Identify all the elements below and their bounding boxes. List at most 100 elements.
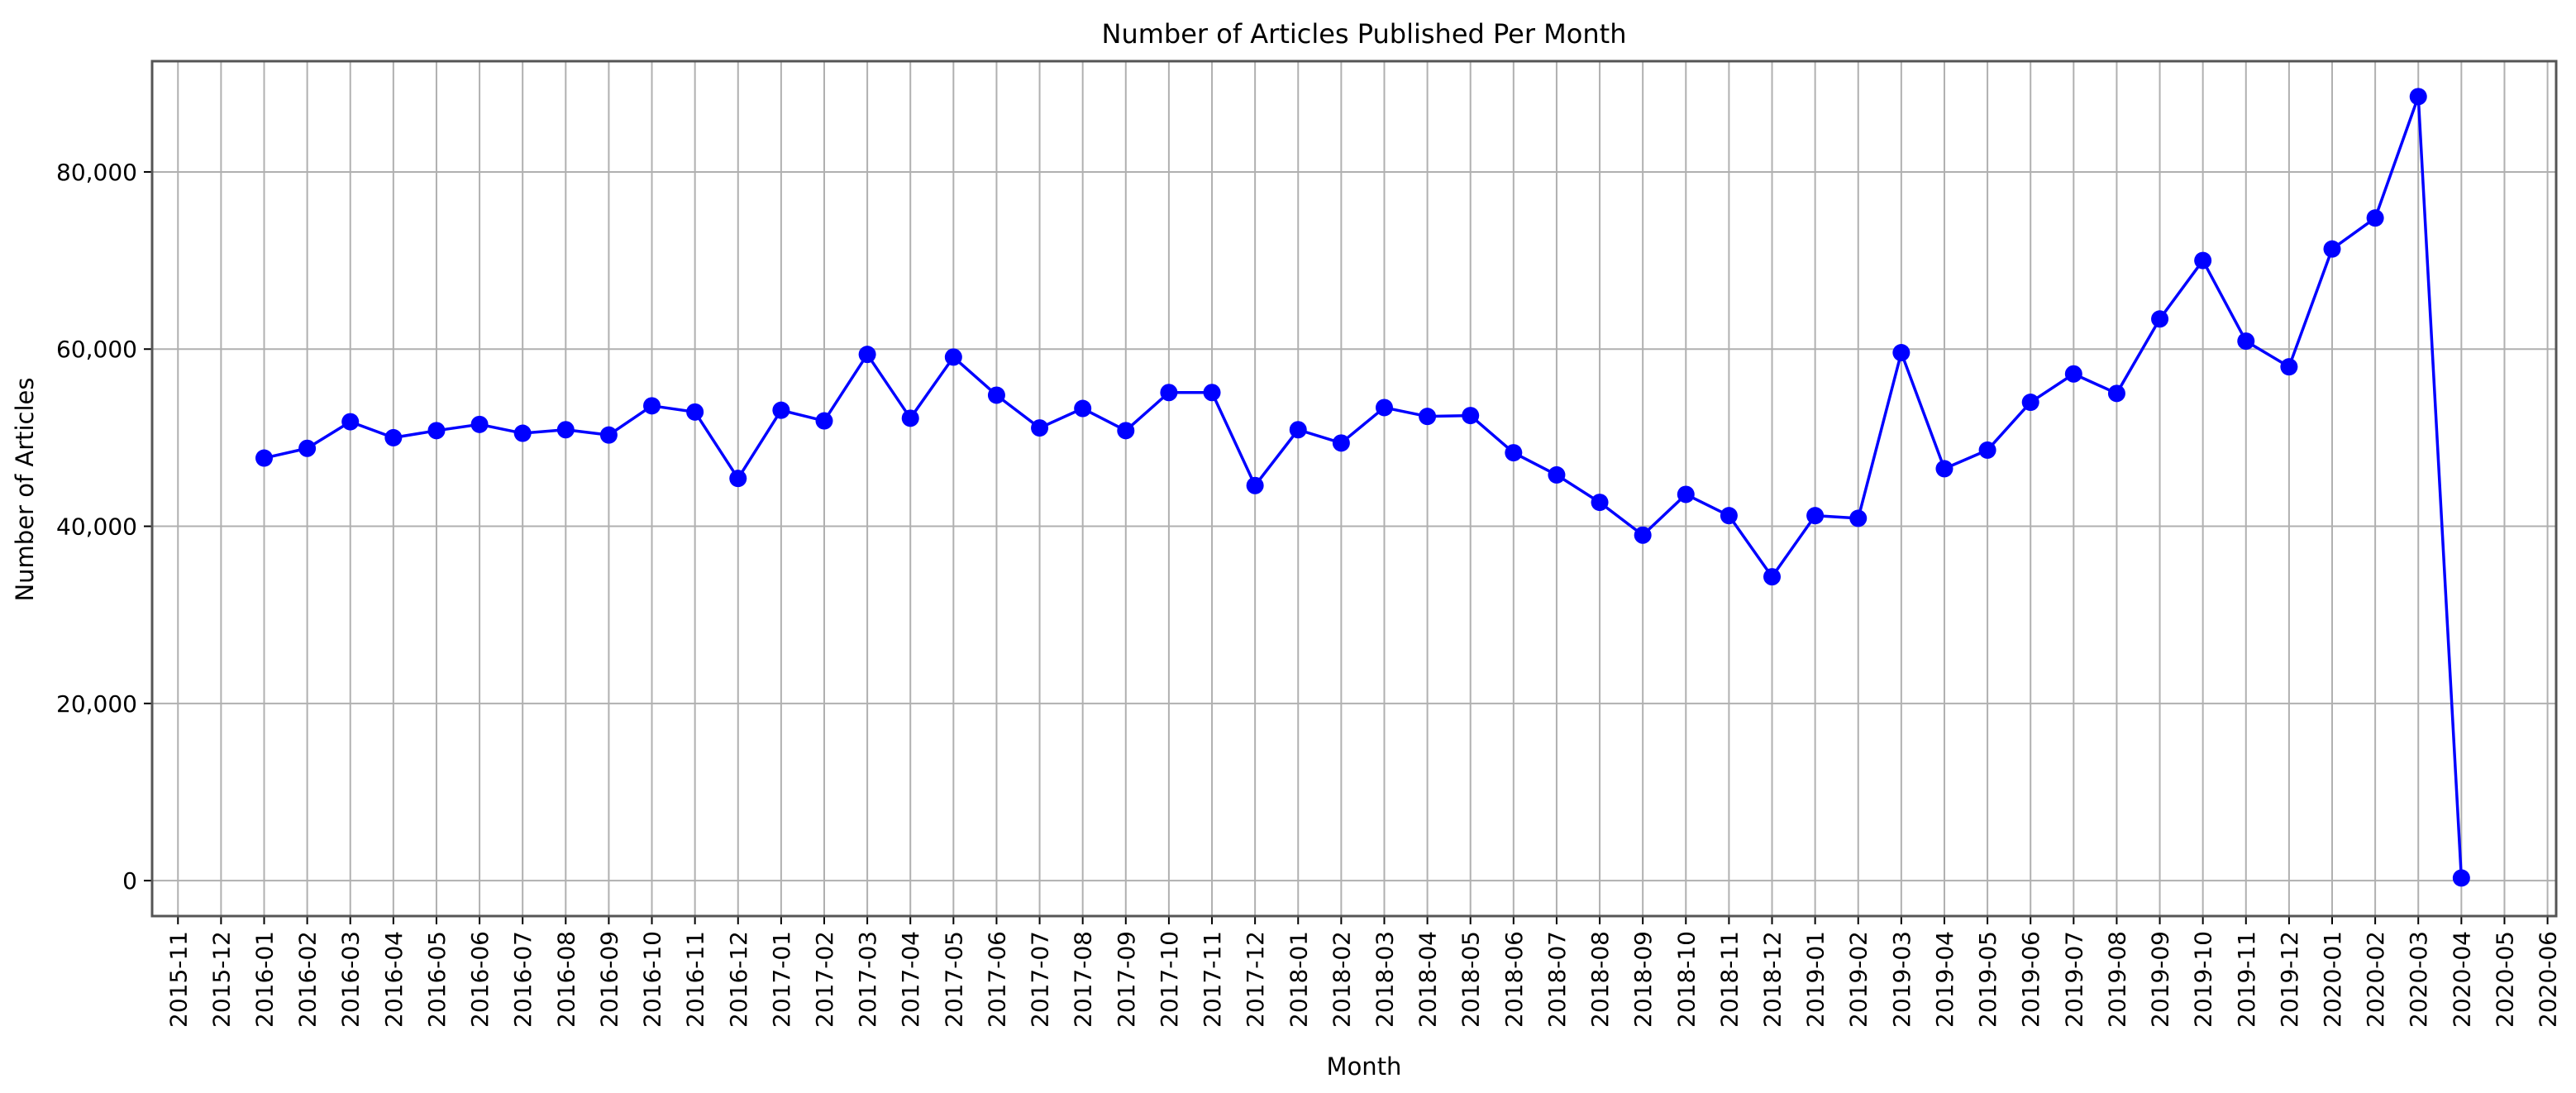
data-point [1375, 399, 1393, 417]
x-tick-label: 2020-02 [2362, 931, 2389, 1028]
data-point [341, 413, 360, 431]
x-tick-label: 2018-03 [1371, 931, 1398, 1028]
data-point [944, 348, 962, 366]
x-tick-label: 2017-04 [897, 931, 924, 1028]
data-point [2280, 358, 2298, 376]
x-tick-label: 2019-02 [1845, 931, 1872, 1028]
x-tick-label: 2019-11 [2233, 931, 2260, 1028]
x-tick-label: 2018-04 [1414, 931, 1442, 1028]
x-tick-label: 2017-02 [811, 931, 838, 1028]
y-tick-label: 0 [122, 867, 137, 895]
data-point [1634, 526, 1652, 544]
data-point [1074, 399, 1092, 418]
y-tick-label: 80,000 [56, 159, 137, 186]
x-tick-label: 2018-02 [1328, 931, 1355, 1028]
x-tick-label: 2017-09 [1113, 931, 1140, 1028]
data-point [255, 449, 273, 467]
data-point [2194, 251, 2212, 270]
data-point [987, 386, 1005, 404]
x-tick-label: 2016-09 [595, 931, 623, 1028]
x-tick-label: 2019-03 [1888, 931, 1915, 1028]
data-point [1332, 434, 1350, 452]
y-tick-label: 60,000 [56, 336, 137, 363]
x-tick-label: 2016-03 [337, 931, 365, 1028]
data-point [1246, 476, 1264, 494]
data-point [1763, 568, 1782, 586]
chart-title: Number of Articles Published Per Month [1102, 18, 1627, 50]
data-point [1117, 422, 1135, 440]
data-point [384, 428, 403, 446]
data-point [2237, 332, 2255, 351]
data-point [470, 415, 489, 433]
data-point [1806, 507, 1825, 525]
x-tick-label: 2016-08 [552, 931, 580, 1028]
x-tick-label: 2017-05 [940, 931, 967, 1028]
x-tick-label: 2018-08 [1586, 931, 1614, 1028]
data-point [2409, 88, 2427, 106]
x-tick-label: 2018-07 [1543, 931, 1571, 1028]
x-tick-label: 2018-01 [1285, 931, 1312, 1028]
data-point [2064, 365, 2082, 383]
x-tick-label: 2019-05 [1974, 931, 2001, 1028]
x-tick-label: 2017-03 [854, 931, 881, 1028]
data-point [427, 422, 446, 440]
data-point [1591, 494, 1609, 512]
x-tick-label: 2018-09 [1629, 931, 1657, 1028]
data-point [1160, 384, 1178, 402]
x-tick-label: 2017-11 [1199, 931, 1226, 1028]
data-point [1505, 444, 1523, 462]
x-tick-label: 2020-05 [2491, 931, 2518, 1028]
data-point [1462, 407, 1480, 425]
series-line [264, 95, 2464, 879]
x-tick-label: 2018-05 [1457, 931, 1485, 1028]
y-axis-label: Number of Articles [11, 377, 39, 601]
x-tick-label: 2017-12 [1242, 931, 1269, 1028]
x-tick-label: 2016-12 [725, 931, 752, 1028]
x-tick-label: 2020-04 [2448, 931, 2475, 1028]
x-tick-label: 2016-11 [682, 931, 709, 1028]
data-point [729, 470, 747, 488]
x-tick-label: 2016-07 [509, 931, 537, 1028]
y-tick-label: 40,000 [56, 513, 137, 541]
data-point [1978, 441, 1996, 459]
x-tick-label: 2015-11 [165, 931, 192, 1028]
data-point [1548, 465, 1566, 484]
x-tick-label: 2019-01 [1802, 931, 1829, 1028]
data-point [1892, 344, 1911, 362]
x-tick-label: 2019-10 [2190, 931, 2217, 1028]
data-point [1677, 485, 1695, 504]
data-point [1720, 507, 1738, 525]
x-tick-label: 2018-12 [1759, 931, 1787, 1028]
x-tick-label: 2017-10 [1156, 931, 1183, 1028]
plot-frame [150, 60, 2558, 918]
x-axis-label: Month [1327, 1052, 1402, 1081]
x-tick-label: 2019-07 [2060, 931, 2087, 1028]
x-tick-label: 2019-04 [1931, 931, 1958, 1028]
x-tick-label: 2019-09 [2147, 931, 2174, 1028]
x-tick-label: 2017-01 [768, 931, 795, 1028]
data-point [643, 397, 661, 415]
data-point [2151, 310, 2169, 328]
data-point [556, 421, 575, 439]
data-point [298, 439, 317, 457]
x-tick-label: 2016-04 [380, 931, 408, 1028]
data-point [815, 412, 833, 430]
x-tick-label: 2020-01 [2319, 931, 2346, 1028]
data-point [686, 403, 704, 421]
x-tick-label: 2019-08 [2103, 931, 2130, 1028]
data-point [2021, 394, 2039, 412]
x-tick-label: 2016-10 [639, 931, 666, 1028]
data-point [2452, 869, 2470, 887]
data-point [1031, 419, 1049, 437]
x-tick-label: 2016-01 [250, 931, 278, 1028]
x-tick-label: 2017-07 [1027, 931, 1054, 1028]
data-point [772, 401, 790, 419]
data-point [1419, 408, 1437, 426]
axis-ticks: 2015-11 2015-12 2016-01 2016-02 2016-03 2016-… [56, 159, 2562, 1028]
data-point [901, 409, 919, 427]
data-point [1203, 384, 1221, 402]
data-point [1935, 460, 1953, 478]
x-tick-label: 2020-06 [2535, 931, 2562, 1028]
x-tick-label: 2019-12 [2276, 931, 2303, 1028]
